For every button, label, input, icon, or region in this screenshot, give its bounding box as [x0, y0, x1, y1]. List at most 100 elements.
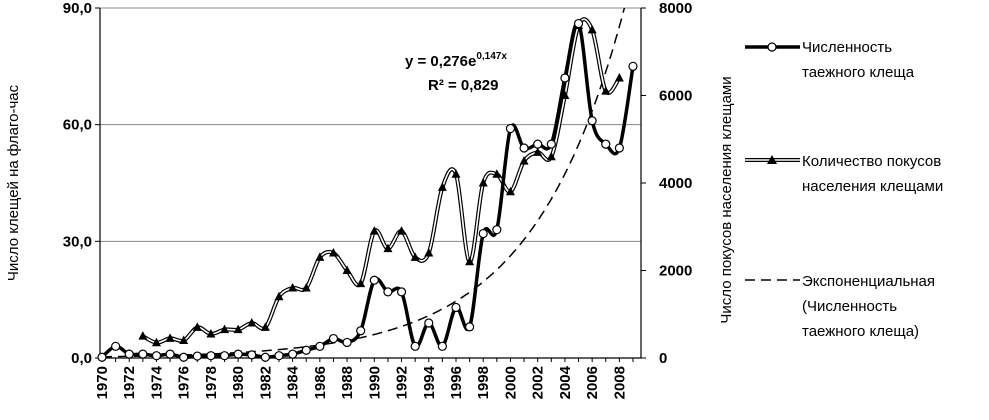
- legend-label-exp-line2: (Численность: [802, 298, 897, 315]
- series-bites-marker: [342, 265, 352, 274]
- x-tick-label: 2008: [611, 366, 628, 399]
- legend: Численность таежного клеща Количество по…: [745, 39, 943, 340]
- series-ticks-marker: [573, 18, 584, 29]
- series-ticks-marker: [328, 333, 339, 344]
- series-ticks-marker: [601, 139, 611, 149]
- series-bites-marker: [206, 328, 216, 338]
- x-tick-label: 2004: [557, 365, 574, 399]
- series-bites-marker: [614, 73, 624, 82]
- axes: 0,0 30,0 60,0 90,0 0 2000 4000 6000 8000 1970 1972…: [63, 0, 693, 399]
- series-bites-marker: [505, 186, 515, 196]
- series-bites-marker: [478, 178, 488, 187]
- series-ticks-marker: [179, 352, 189, 362]
- series-ticks-marker: [410, 341, 420, 351]
- series-bites-marker: [519, 156, 529, 165]
- series-layer: [97, 8, 638, 362]
- y-right-tick-label: 8000: [659, 0, 692, 17]
- series-bites-marker: [465, 256, 475, 266]
- x-tick-label: 1980: [230, 366, 247, 399]
- series-bites-marker: [587, 24, 597, 34]
- x-tick-label: 1998: [475, 366, 492, 399]
- y-right-tick-label: 4000: [659, 175, 692, 192]
- legend-label-exp-line3: таежного клеща): [802, 323, 919, 340]
- equation-text: y = 0,276e: [405, 53, 476, 70]
- series-ticks-marker: [233, 349, 243, 359]
- series-bites-marker: [328, 248, 338, 257]
- series-ticks-marker: [138, 349, 148, 359]
- series-bites-marker: [165, 333, 175, 342]
- x-tick-label: 1992: [394, 366, 411, 399]
- y-left-tick-label: 0,0: [71, 350, 92, 367]
- series-ticks-marker: [315, 341, 325, 351]
- legend-item-bites: Количество покусов населения клещами: [745, 153, 943, 195]
- x-tick-label: 1972: [121, 366, 138, 399]
- series-bites-marker: [492, 169, 502, 178]
- series-ticks-marker: [451, 302, 461, 313]
- series-bites-marker: [192, 322, 202, 331]
- series-bites-marker: [274, 291, 284, 301]
- series-ticks-marker: [260, 352, 270, 362]
- series-ticks-marker: [396, 287, 407, 297]
- legend-item-ticks: Численность таежного клеща: [745, 39, 915, 81]
- legend-label-exp-line1: Экспоненциальная: [802, 273, 935, 290]
- series-bites-marker: [315, 252, 325, 261]
- series-ticks-marker: [628, 61, 638, 71]
- series-ticks-marker: [505, 123, 516, 134]
- series-ticks-marker: [465, 322, 475, 332]
- series-bites-marker: [220, 324, 230, 334]
- series-bites-marker: [601, 86, 611, 95]
- series-ticks-marker: [546, 139, 556, 149]
- x-tick-label: 2002: [530, 366, 547, 399]
- series-ticks-marker: [437, 341, 447, 351]
- series-ticks-marker: [342, 337, 352, 348]
- series-ticks-marker: [356, 326, 366, 336]
- series-ticks-marker: [206, 351, 216, 361]
- series-ticks-marker: [492, 225, 502, 235]
- series-ticks-marker: [587, 116, 597, 126]
- y-right-tick-label: 0: [659, 350, 667, 367]
- legend-label-ticks-line1: Численность: [802, 39, 892, 56]
- series-bites-line-inner: [142, 18, 621, 344]
- series-bites-marker: [179, 335, 189, 344]
- series-bites-marker: [383, 243, 393, 253]
- series-ticks-marker: [151, 351, 162, 361]
- x-tick-label: 1986: [312, 366, 329, 399]
- series-bites-marker: [301, 283, 311, 292]
- x-tick-label: 1978: [203, 366, 220, 399]
- x-tick-label: 1994: [421, 365, 438, 399]
- x-tick-label: 1990: [366, 366, 383, 399]
- legend-item-exponential: Экспоненциальная (Численность таежного к…: [745, 273, 935, 340]
- series-ticks-marker: [124, 349, 134, 359]
- y-axis-left-title: Число клещей на флаго-час: [5, 84, 22, 281]
- series-ticks-marker: [614, 143, 624, 153]
- series-bites-marker: [397, 226, 407, 235]
- x-tick-label: 1984: [285, 365, 302, 399]
- series-ticks-marker: [219, 351, 230, 361]
- series-bites-line-outer: [141, 17, 622, 345]
- series-bites-marker: [356, 278, 366, 288]
- series-ticks-marker: [247, 350, 257, 360]
- y-right-tick-label: 6000: [659, 88, 692, 105]
- x-tick-label: 1976: [176, 366, 193, 399]
- series-bites-marker: [410, 252, 420, 261]
- series-bites-marker: [151, 337, 161, 347]
- series-bites-marker: [260, 322, 270, 331]
- y-left-tick-label: 30,0: [63, 233, 92, 250]
- series-ticks-marker: [288, 349, 298, 359]
- series-bites-marker: [451, 169, 461, 178]
- y-left-tick-label: 90,0: [63, 0, 92, 17]
- y-right-tick-label: 2000: [659, 263, 692, 280]
- series-ticks-marker: [274, 351, 284, 361]
- series-ticks-marker: [519, 143, 529, 153]
- series-bites-marker: [233, 324, 243, 334]
- svg-text:y = 0,276e0,147x: y = 0,276e0,147x: [405, 51, 507, 70]
- y-left-tick-label: 60,0: [63, 117, 92, 134]
- series-ticks-line: [100, 21, 635, 359]
- series-ticks-marker: [111, 341, 121, 351]
- x-tick-label: 1970: [94, 366, 111, 399]
- y-axis-right-title: Число покусов населения клещами: [718, 76, 735, 323]
- series-ticks-marker: [560, 73, 570, 83]
- x-tick-label: 1982: [257, 366, 274, 399]
- series-bites-marker: [247, 318, 257, 327]
